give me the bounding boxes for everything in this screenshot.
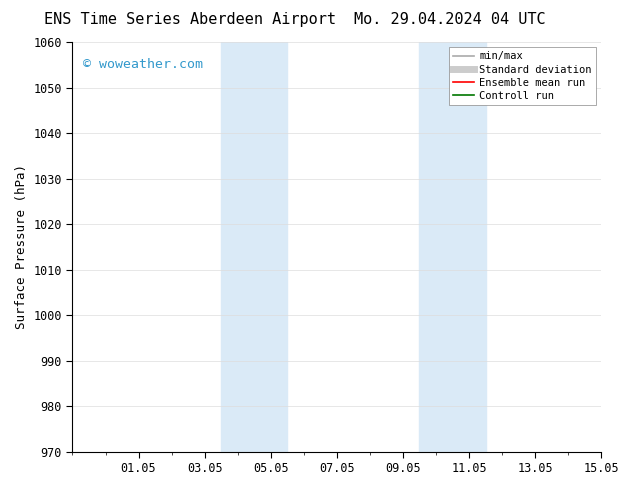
Text: © woweather.com: © woweather.com: [83, 58, 203, 72]
Text: ENS Time Series Aberdeen Airport: ENS Time Series Aberdeen Airport: [44, 12, 336, 27]
Text: Mo. 29.04.2024 04 UTC: Mo. 29.04.2024 04 UTC: [354, 12, 546, 27]
Y-axis label: Surface Pressure (hPa): Surface Pressure (hPa): [15, 164, 28, 329]
Legend: min/max, Standard deviation, Ensemble mean run, Controll run: min/max, Standard deviation, Ensemble me…: [449, 47, 596, 105]
Bar: [221, 42, 287, 452]
Bar: [420, 42, 486, 452]
